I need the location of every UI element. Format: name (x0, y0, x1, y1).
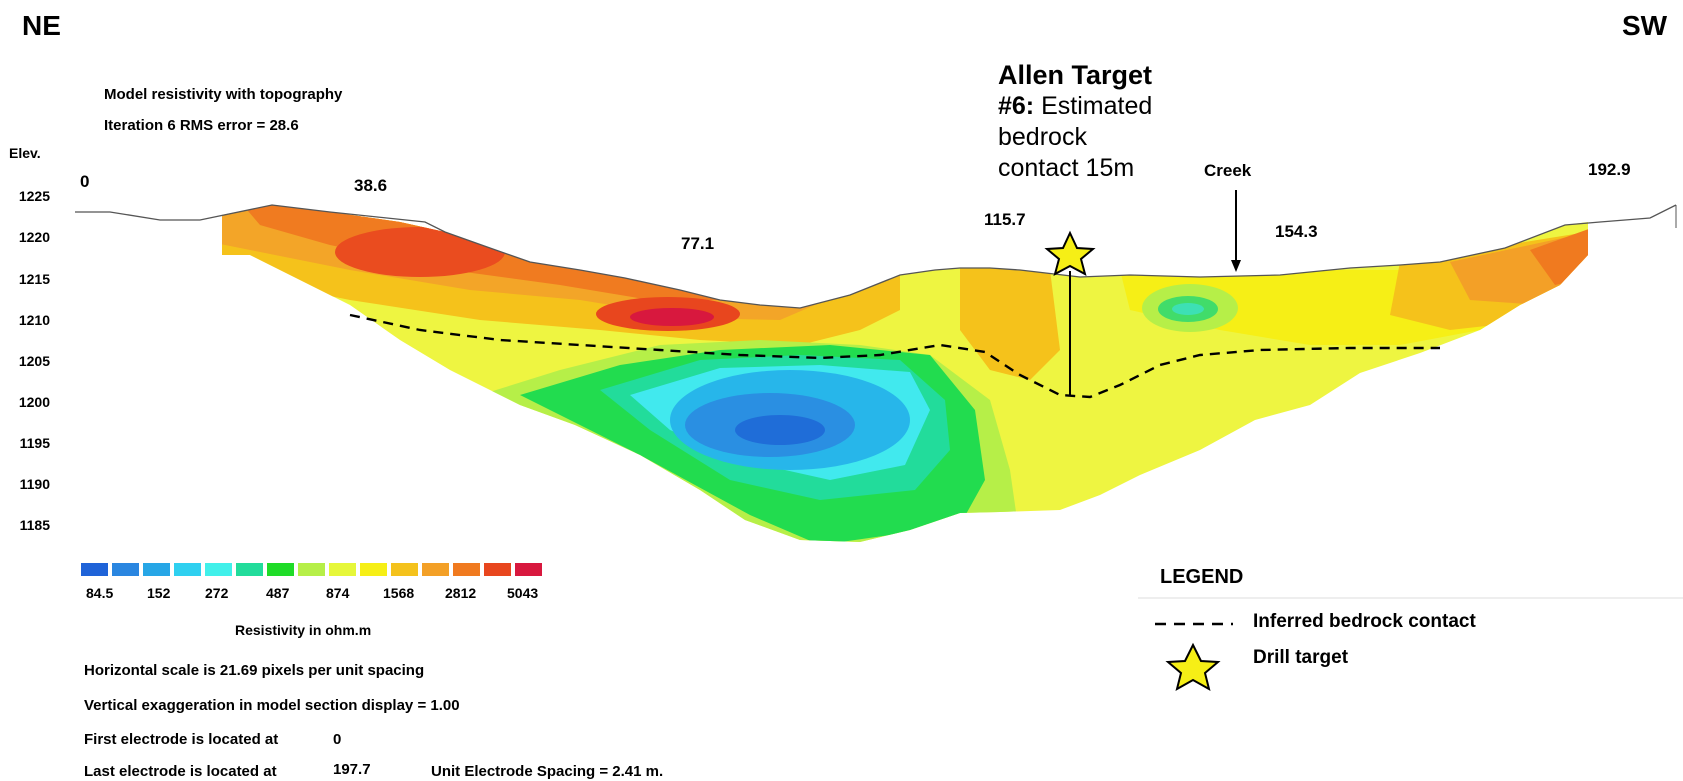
unit-spacing-text: Unit Electrode Spacing = 2.41 m. (431, 763, 664, 780)
last-electrode-text: Last electrode is located at (84, 763, 277, 780)
color-scale-swatch (112, 563, 139, 576)
color-scale-title: Resistivity in ohm.m (235, 622, 372, 638)
target-annotation: Allen Target #6: Estimated bedrock conta… (998, 60, 1152, 184)
orientation-ne-label: NE (22, 10, 61, 41)
elevation-tick: 1205 (18, 353, 50, 369)
color-scale-swatch (453, 563, 480, 576)
iteration-text: Iteration 6 RMS error = 28.6 (104, 117, 299, 134)
color-scale-swatch (205, 563, 232, 576)
legend-star-icon (1165, 642, 1221, 692)
inferred-bedrock-contact-line (349, 313, 1440, 399)
distance-tick: 38.6 (354, 176, 388, 195)
vertical-exaggeration-text: Vertical exaggeration in model section d… (84, 697, 460, 714)
legend-drill-target-label: Drill target (1253, 647, 1349, 668)
target-line1: Estimated (1041, 92, 1153, 120)
color-scale-swatch (360, 563, 387, 576)
color-scale-swatch (329, 563, 356, 576)
elevation-tick: 1210 (18, 312, 50, 328)
distance-tick: 192.9 (1588, 160, 1631, 179)
color-scale-swatch (391, 563, 418, 576)
topography-line (75, 204, 1677, 309)
color-scale-label: 272 (205, 585, 229, 601)
elevation-tick: 1195 (19, 435, 50, 451)
drill-target-star (1044, 230, 1096, 276)
distance-tick: 154.3 (1275, 222, 1318, 241)
color-scale-swatch (267, 563, 294, 576)
color-scale-swatch (174, 563, 201, 576)
model-title: Model resistivity with topography (104, 86, 343, 103)
color-scale-label: 152 (147, 585, 171, 601)
color-scale-label: 874 (326, 585, 350, 601)
last-electrode-value: 197.7 (333, 761, 371, 778)
color-scale-label: 487 (266, 585, 290, 601)
horizontal-scale-text: Horizontal scale is 21.69 pixels per uni… (84, 662, 425, 679)
elevation-tick: 1200 (18, 394, 50, 410)
color-scale-label: 1568 (383, 585, 415, 601)
color-scale-label: 2812 (445, 585, 477, 601)
elevation-axis-label: Elev. (9, 145, 41, 161)
color-scale-swatch (143, 563, 170, 576)
color-scale-label: 5043 (507, 585, 539, 601)
target-line3: contact 15m (998, 154, 1135, 182)
color-scale-label: 84.5 (86, 585, 114, 601)
creek-label: Creek (1204, 161, 1252, 180)
target-number: #6: (998, 92, 1035, 120)
color-scale-swatch (81, 563, 108, 576)
color-scale-swatch (484, 563, 511, 576)
distance-tick: 115.7 (984, 210, 1026, 229)
target-line2: bedrock (998, 123, 1087, 151)
color-scale-swatch (298, 563, 325, 576)
color-scale-bar (81, 563, 546, 576)
color-scale-swatch (422, 563, 449, 576)
elevation-tick: 1220 (18, 229, 50, 245)
legend-inferred-contact-label: Inferred bedrock contact (1253, 611, 1476, 632)
distance-tick: 77.1 (681, 234, 715, 253)
orientation-sw-label: SW (1622, 10, 1668, 41)
elevation-tick: 1185 (19, 517, 50, 533)
elevation-tick: 1225 (18, 188, 50, 204)
color-scale-labels: 84.5 152 272 487 874 1568 2812 5043 (70, 585, 590, 605)
color-scale-swatch (236, 563, 263, 576)
legend-title: LEGEND (1160, 566, 1244, 588)
elevation-tick: 1190 (19, 476, 50, 492)
elevation-tick: 1215 (18, 271, 50, 287)
first-electrode-value: 0 (333, 731, 342, 748)
target-name: Allen Target (998, 60, 1153, 90)
distance-tick: 0 (80, 172, 90, 191)
creek-arrow (1231, 190, 1241, 272)
color-scale-swatch (515, 563, 542, 576)
first-electrode-text: First electrode is located at (84, 731, 279, 748)
